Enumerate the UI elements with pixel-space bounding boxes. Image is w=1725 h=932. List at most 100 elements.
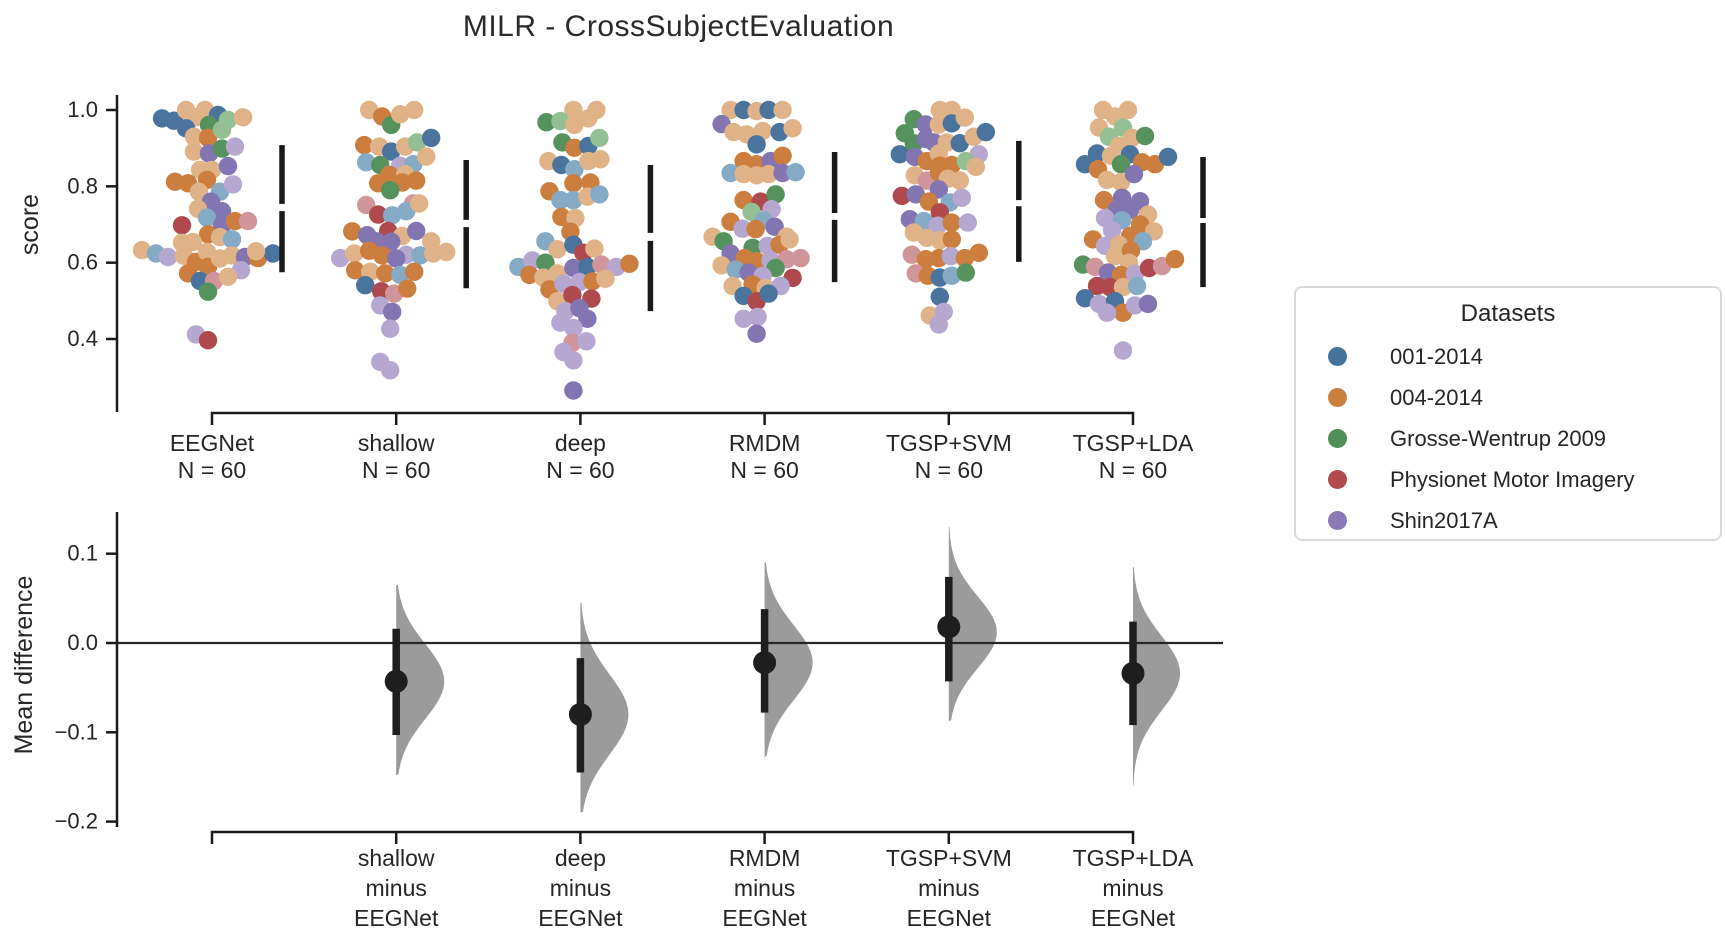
swarm-dot (391, 105, 410, 124)
swarm-dot (1113, 277, 1133, 297)
swarm-dot (382, 232, 401, 251)
swarm-dot (564, 258, 583, 278)
legend-marker-grosse-wentrup-icon (1328, 429, 1347, 448)
swarm-dot (198, 331, 218, 350)
bottom-y-tick-label: −0.1 (55, 719, 98, 744)
swarm-dot (596, 269, 615, 288)
legend-marker-shin2017a-icon (1328, 511, 1347, 530)
swarm-dot (198, 128, 218, 148)
swarm-dot (1165, 250, 1185, 269)
swarm-dot (565, 160, 584, 179)
swarm-dot (225, 137, 245, 156)
swarm-dot (198, 282, 218, 301)
swarm-dot (410, 194, 429, 213)
swarm-dot (579, 109, 598, 128)
swarm-dot (225, 211, 245, 231)
bottom-category-label-line: TGSP+LDA (1073, 845, 1194, 871)
swarm-dot (356, 276, 375, 295)
swarm-dot (712, 256, 731, 275)
swarm-dot (383, 206, 402, 225)
swarm-dot (551, 111, 570, 131)
swarm-dot (218, 267, 238, 286)
swarm-dot (564, 318, 583, 338)
mean-difference-dot (753, 651, 777, 675)
swarm-dot (246, 242, 266, 261)
top-y-tick-label: 1.0 (67, 97, 98, 122)
swarm-dot (592, 255, 611, 274)
swarm-dot (950, 171, 969, 190)
top-y-tick-label: 0.8 (67, 173, 98, 198)
swarm-dot (132, 240, 152, 260)
swarm-dot (578, 309, 597, 328)
swarm-dot (1118, 100, 1138, 120)
mean-difference-dot (384, 669, 408, 693)
legend-item: Grosse-Wentrup 2009 (1296, 418, 1720, 459)
bottom-category-label-line: EEGNet (907, 905, 992, 931)
swarm-dot (422, 128, 441, 148)
bottom-category-label-line: EEGNet (538, 905, 623, 931)
swarm-dot (564, 100, 583, 120)
swarm-dot (1138, 294, 1158, 314)
swarm-dot (952, 188, 971, 207)
top-y-axis-label: score (16, 194, 44, 255)
swarm-dot (407, 171, 426, 190)
swarm-dot (773, 163, 792, 183)
swarm-dot (590, 185, 609, 204)
swarm-dot (1097, 170, 1117, 190)
swarm-dot (1111, 155, 1131, 174)
top-category-n-label: N = 60 (915, 457, 983, 483)
swarm-dot (773, 100, 792, 120)
chart-title: MILR - CrossSubjectEvaluation (462, 10, 895, 43)
swarm-dot (1097, 303, 1117, 322)
mean-difference-dot (568, 702, 592, 726)
swarm-dot (197, 208, 217, 227)
bottom-y-tick-label: 0.0 (67, 630, 98, 655)
swarm-dot (1124, 164, 1144, 184)
swarm-dot (381, 181, 400, 200)
swarm-dot (382, 142, 401, 161)
swarm-dot (376, 264, 395, 283)
swarm-dot (381, 361, 400, 380)
top-category-n-label: N = 60 (730, 457, 798, 483)
swarm-dot (373, 246, 392, 265)
swarm-dot (564, 351, 583, 370)
swarm-dot (966, 157, 985, 177)
legend-item-label: Shin2017A (1390, 507, 1498, 533)
swarm-dot (941, 247, 960, 266)
swarm-dot (387, 249, 406, 268)
swarm-dot (223, 175, 243, 194)
legend-rows: 001-2014 004-2014 Grosse-Wentrup 2009 Ph… (1296, 336, 1720, 541)
top-category-n-label: N = 60 (362, 457, 430, 483)
swarm-dot (950, 134, 969, 153)
bottom-y-tick-label: −0.2 (55, 809, 98, 834)
bottom-category-label-line: deep (555, 845, 606, 871)
swarm-dot (585, 239, 604, 258)
mean-difference-dot (1121, 661, 1145, 685)
legend-item-label: Grosse-Wentrup 2009 (1390, 425, 1607, 451)
swarm-dot (565, 138, 584, 157)
swarm-dot (381, 319, 400, 338)
swarm-dot (928, 216, 947, 235)
swarm-dot (591, 150, 610, 169)
top-category-n-label: N = 60 (546, 457, 614, 483)
swarm-dot (1102, 221, 1122, 240)
swarm-dot (747, 135, 766, 154)
swarm-dot (1075, 289, 1095, 308)
swarm-dot (620, 254, 639, 273)
top-x-axis-bracket (210, 411, 1135, 425)
legend-item-label: 004-2014 (1390, 384, 1483, 410)
swarm-dot (331, 248, 350, 268)
swarm-dot (564, 381, 583, 400)
swarm-dot (747, 324, 766, 343)
top-category-label: EEGNet (170, 430, 255, 456)
swarm-dot (552, 207, 571, 227)
legend-marker-physionet-icon (1328, 470, 1347, 489)
legend-item: 004-2014 (1296, 377, 1720, 418)
swarm-dot (759, 284, 778, 303)
difference-violin (580, 602, 629, 813)
bottom-category-label-line: minus (1102, 875, 1163, 901)
swarm-dot (233, 108, 253, 127)
swarm-dot (218, 156, 238, 176)
